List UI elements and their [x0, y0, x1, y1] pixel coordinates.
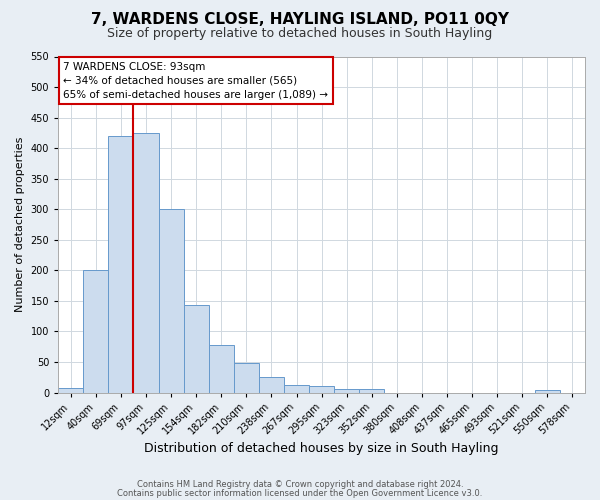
Text: 7 WARDENS CLOSE: 93sqm
← 34% of detached houses are smaller (565)
65% of semi-de: 7 WARDENS CLOSE: 93sqm ← 34% of detached…	[64, 62, 328, 100]
Bar	[359, 390, 385, 392]
Text: 7, WARDENS CLOSE, HAYLING ISLAND, PO11 0QY: 7, WARDENS CLOSE, HAYLING ISLAND, PO11 0…	[91, 12, 509, 28]
Text: Contains public sector information licensed under the Open Government Licence v3: Contains public sector information licen…	[118, 489, 482, 498]
Bar	[109, 136, 133, 392]
Y-axis label: Number of detached properties: Number of detached properties	[15, 137, 25, 312]
Bar	[83, 270, 109, 392]
Bar	[209, 345, 234, 393]
Text: Size of property relative to detached houses in South Hayling: Size of property relative to detached ho…	[107, 28, 493, 40]
Bar	[334, 389, 359, 392]
Bar	[234, 363, 259, 392]
Bar	[58, 388, 83, 392]
Bar	[259, 377, 284, 392]
Bar	[284, 385, 309, 392]
X-axis label: Distribution of detached houses by size in South Hayling: Distribution of detached houses by size …	[145, 442, 499, 455]
Bar	[309, 386, 334, 392]
Bar	[158, 209, 184, 392]
Bar	[184, 305, 209, 392]
Bar	[535, 390, 560, 392]
Bar	[133, 133, 158, 392]
Text: Contains HM Land Registry data © Crown copyright and database right 2024.: Contains HM Land Registry data © Crown c…	[137, 480, 463, 489]
